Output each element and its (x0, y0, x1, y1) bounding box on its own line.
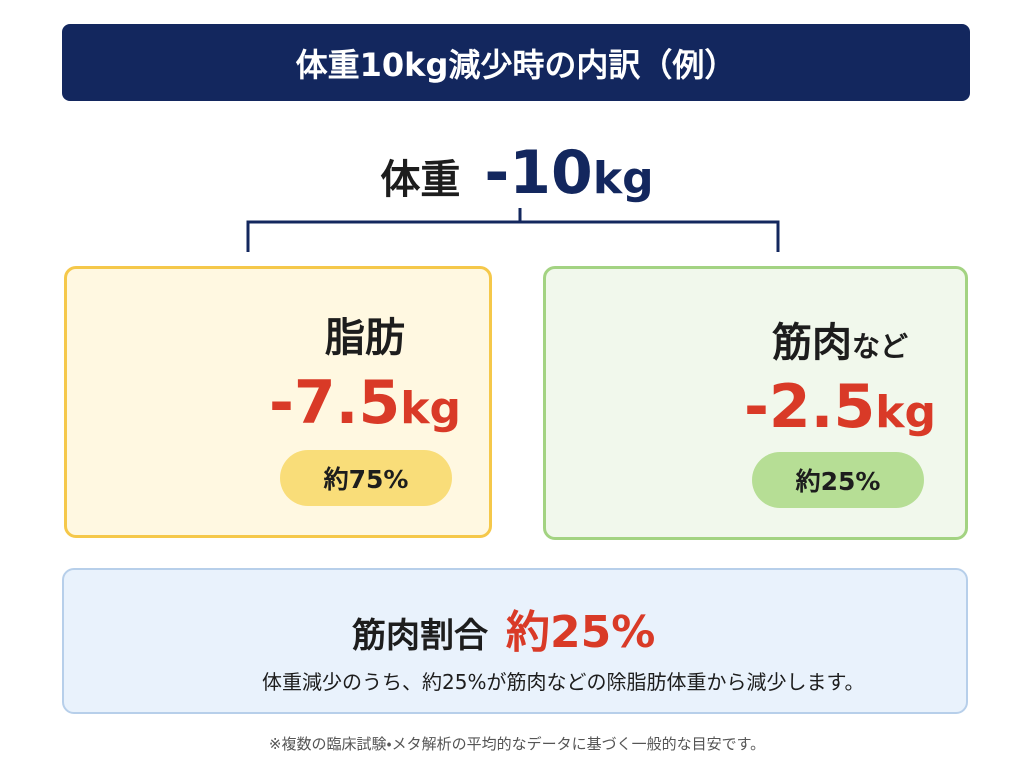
summary-heading-text: 筋肉割合 (352, 616, 488, 656)
summary-note: 体重減少のうち、約25%が筋肉などの除脂肪体重から減少します。 (262, 670, 865, 694)
muscle-name: 筋肉など (740, 310, 940, 368)
total: 体重 -10kg (0, 138, 1034, 208)
fat-share: 約75% (280, 450, 452, 506)
total-label: 体重 (380, 157, 461, 203)
fat-number: -7.5 (269, 368, 401, 438)
muscle-share: 約25% (752, 452, 924, 508)
muscle-number: -2.5 (744, 372, 876, 442)
muscle-unit: kg (875, 387, 936, 438)
muscle-value: -2.5kg (715, 372, 965, 442)
total-unit: kg (592, 153, 654, 204)
fat-unit: kg (400, 383, 461, 434)
summary-card (62, 568, 968, 714)
total-value: -10 (484, 138, 593, 208)
title: 体重10kg減少時の内訳（例） (62, 24, 970, 101)
footnote: ※複数の臨床試験・メタ解析の平均的なデータに基づく一般的な目安です。 (268, 735, 766, 753)
muscle-name-main: 筋肉 (771, 320, 852, 366)
summary-heading: 筋肉割合 約25% (352, 596, 655, 660)
muscle-name-suffix: など (851, 330, 908, 363)
fat-value: -7.5kg (240, 368, 490, 438)
bracket (246, 208, 780, 252)
fat-name: 脂肪 (325, 315, 405, 361)
summary-highlight: 約25% (506, 607, 656, 658)
